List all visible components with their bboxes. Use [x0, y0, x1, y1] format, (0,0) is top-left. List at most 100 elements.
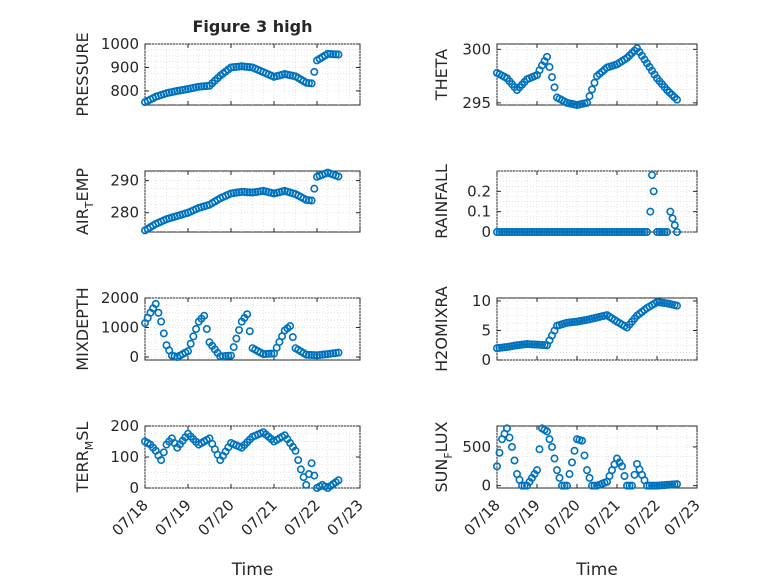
x-tick-label: 07/18 [461, 496, 504, 539]
data-point [547, 442, 556, 451]
data-point [264, 349, 273, 358]
data-point [617, 228, 626, 237]
data-point [555, 473, 564, 482]
data-point [600, 228, 609, 237]
data-point [520, 228, 529, 237]
data-point [560, 228, 569, 237]
data-point [587, 481, 596, 490]
data-point [575, 228, 584, 237]
y-tick-label: 0 [481, 477, 491, 495]
y-axis-label: H2OMIXRA [432, 286, 451, 372]
series-markers [141, 49, 343, 107]
data-point [291, 446, 300, 455]
data-point [592, 228, 601, 237]
data-point [500, 228, 509, 237]
x-tick-label: 07/21 [238, 496, 281, 539]
data-point [515, 228, 524, 237]
subplot-theta: 295 300 THETA [432, 40, 698, 112]
data-point [157, 456, 166, 465]
data-point [497, 228, 506, 237]
data-point [610, 228, 619, 237]
data-point [550, 228, 559, 237]
data-point [540, 228, 549, 237]
data-point [542, 427, 551, 436]
data-point [615, 228, 624, 237]
data-point [570, 446, 579, 455]
data-point [668, 214, 677, 223]
y-axis-label: AIRTEMP [73, 168, 96, 235]
data-point [189, 332, 198, 341]
data-point [567, 228, 576, 237]
data-point [590, 78, 599, 87]
data-point [517, 481, 526, 490]
data-point [585, 92, 594, 101]
x-tick-label: 07/20 [195, 496, 238, 539]
y-axis-label: SUNFLUX [432, 421, 455, 492]
grid [496, 170, 698, 233]
data-point [552, 466, 561, 475]
data-point [670, 221, 679, 230]
data-point [552, 228, 561, 237]
data-point [492, 228, 501, 237]
series-markers [492, 424, 681, 490]
data-point [562, 228, 571, 237]
data-point [510, 456, 519, 465]
data-point [645, 481, 654, 490]
data-point [545, 228, 554, 237]
data-point [632, 228, 641, 237]
data-point [547, 228, 556, 237]
data-point [672, 95, 681, 104]
data-point [652, 228, 661, 237]
data-point [334, 172, 343, 181]
data-point [507, 228, 516, 237]
data-point [647, 481, 656, 490]
data-point [567, 458, 576, 467]
x-tick-label: 07/23 [661, 496, 704, 539]
data-point [605, 228, 614, 237]
data-point [259, 350, 268, 359]
data-point [304, 350, 313, 359]
y-tick-label: 900 [110, 58, 139, 76]
data-point [582, 466, 591, 475]
data-point [572, 228, 581, 237]
data-point [229, 343, 238, 352]
data-point [502, 424, 511, 433]
data-point [237, 187, 246, 196]
data-point [672, 480, 681, 489]
data-point [649, 187, 658, 196]
data-point [302, 350, 311, 359]
data-point [326, 50, 335, 59]
x-tick-label: 07/23 [324, 496, 367, 539]
data-point [547, 73, 556, 82]
data-point [232, 334, 241, 343]
data-point [261, 349, 270, 358]
data-point [657, 228, 666, 237]
data-point [620, 471, 629, 480]
data-point [542, 228, 551, 237]
data-point [587, 228, 596, 237]
data-point [597, 228, 606, 237]
data-point [646, 207, 655, 216]
data-point [545, 435, 554, 444]
data-point [307, 196, 316, 205]
data-point [294, 456, 303, 465]
data-point [557, 228, 566, 237]
y-tick-label: 500 [462, 438, 491, 456]
data-point [186, 339, 195, 348]
data-point [286, 322, 295, 331]
data-point [580, 451, 589, 460]
data-point [334, 476, 343, 485]
y-tick-label: 0 [129, 348, 139, 366]
y-tick-label: 0.2 [467, 182, 491, 200]
y-tick-label: 5 [481, 321, 491, 339]
data-point [505, 433, 514, 442]
data-point [505, 228, 514, 237]
y-tick-label: 200 [110, 417, 139, 435]
data-point [585, 228, 594, 237]
data-point [635, 228, 644, 237]
data-point [157, 317, 166, 326]
x-tick-label: 07/22 [621, 496, 664, 539]
y-axis-label: THETA [432, 49, 451, 101]
data-point [296, 465, 305, 474]
y-tick-label: 0 [481, 223, 491, 241]
